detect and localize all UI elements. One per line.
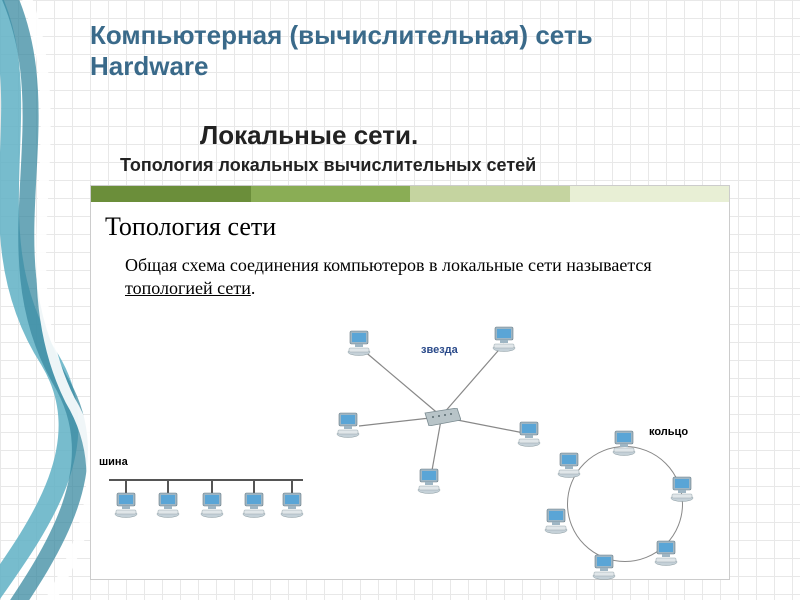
star-pc-4 [416,468,442,494]
desc-text-pre: Общая схема соединения компьютеров в лок… [125,255,652,275]
bar-seg-2 [251,186,411,202]
ring-pc-2 [653,540,679,566]
embedded-title-bar [91,186,729,202]
bar-seg-3 [410,186,570,202]
header-line-2: Hardware [90,51,209,81]
topology-diagram-area: шина звезда [91,316,729,579]
ring-pc-4 [543,508,569,534]
header-line-1: Компьютерная (вычислительная) сеть [90,20,593,50]
ring-pc-3 [591,554,617,580]
desc-text-post: . [251,278,256,298]
left-swirl-decoration [0,0,90,600]
star-hub [421,408,461,426]
star-pc-1 [491,326,517,352]
ring-label: кольцо [649,426,688,438]
embedded-description: Общая схема соединения компьютеров в лок… [91,248,729,301]
embedded-title: Топология сети [91,202,729,248]
bar-seg-4 [570,186,730,202]
ring-pc-0 [611,430,637,456]
desc-link-text: топологией сети [125,278,251,298]
embedded-slide: Топология сети Общая схема соединения ко… [90,185,730,580]
bar-seg-1 [91,186,251,202]
ring-pc-1 [669,476,695,502]
star-pc-3 [516,421,542,447]
star-pc-2 [335,412,361,438]
star-pc-0 [346,330,372,356]
slide-header: Компьютерная (вычислительная) сеть Hardw… [90,20,740,82]
ring-pc-5 [556,452,582,478]
slide-subheader-2: Топология локальных вычислительных сетей [120,155,536,176]
slide-subheader: Локальные сети. [200,120,418,151]
